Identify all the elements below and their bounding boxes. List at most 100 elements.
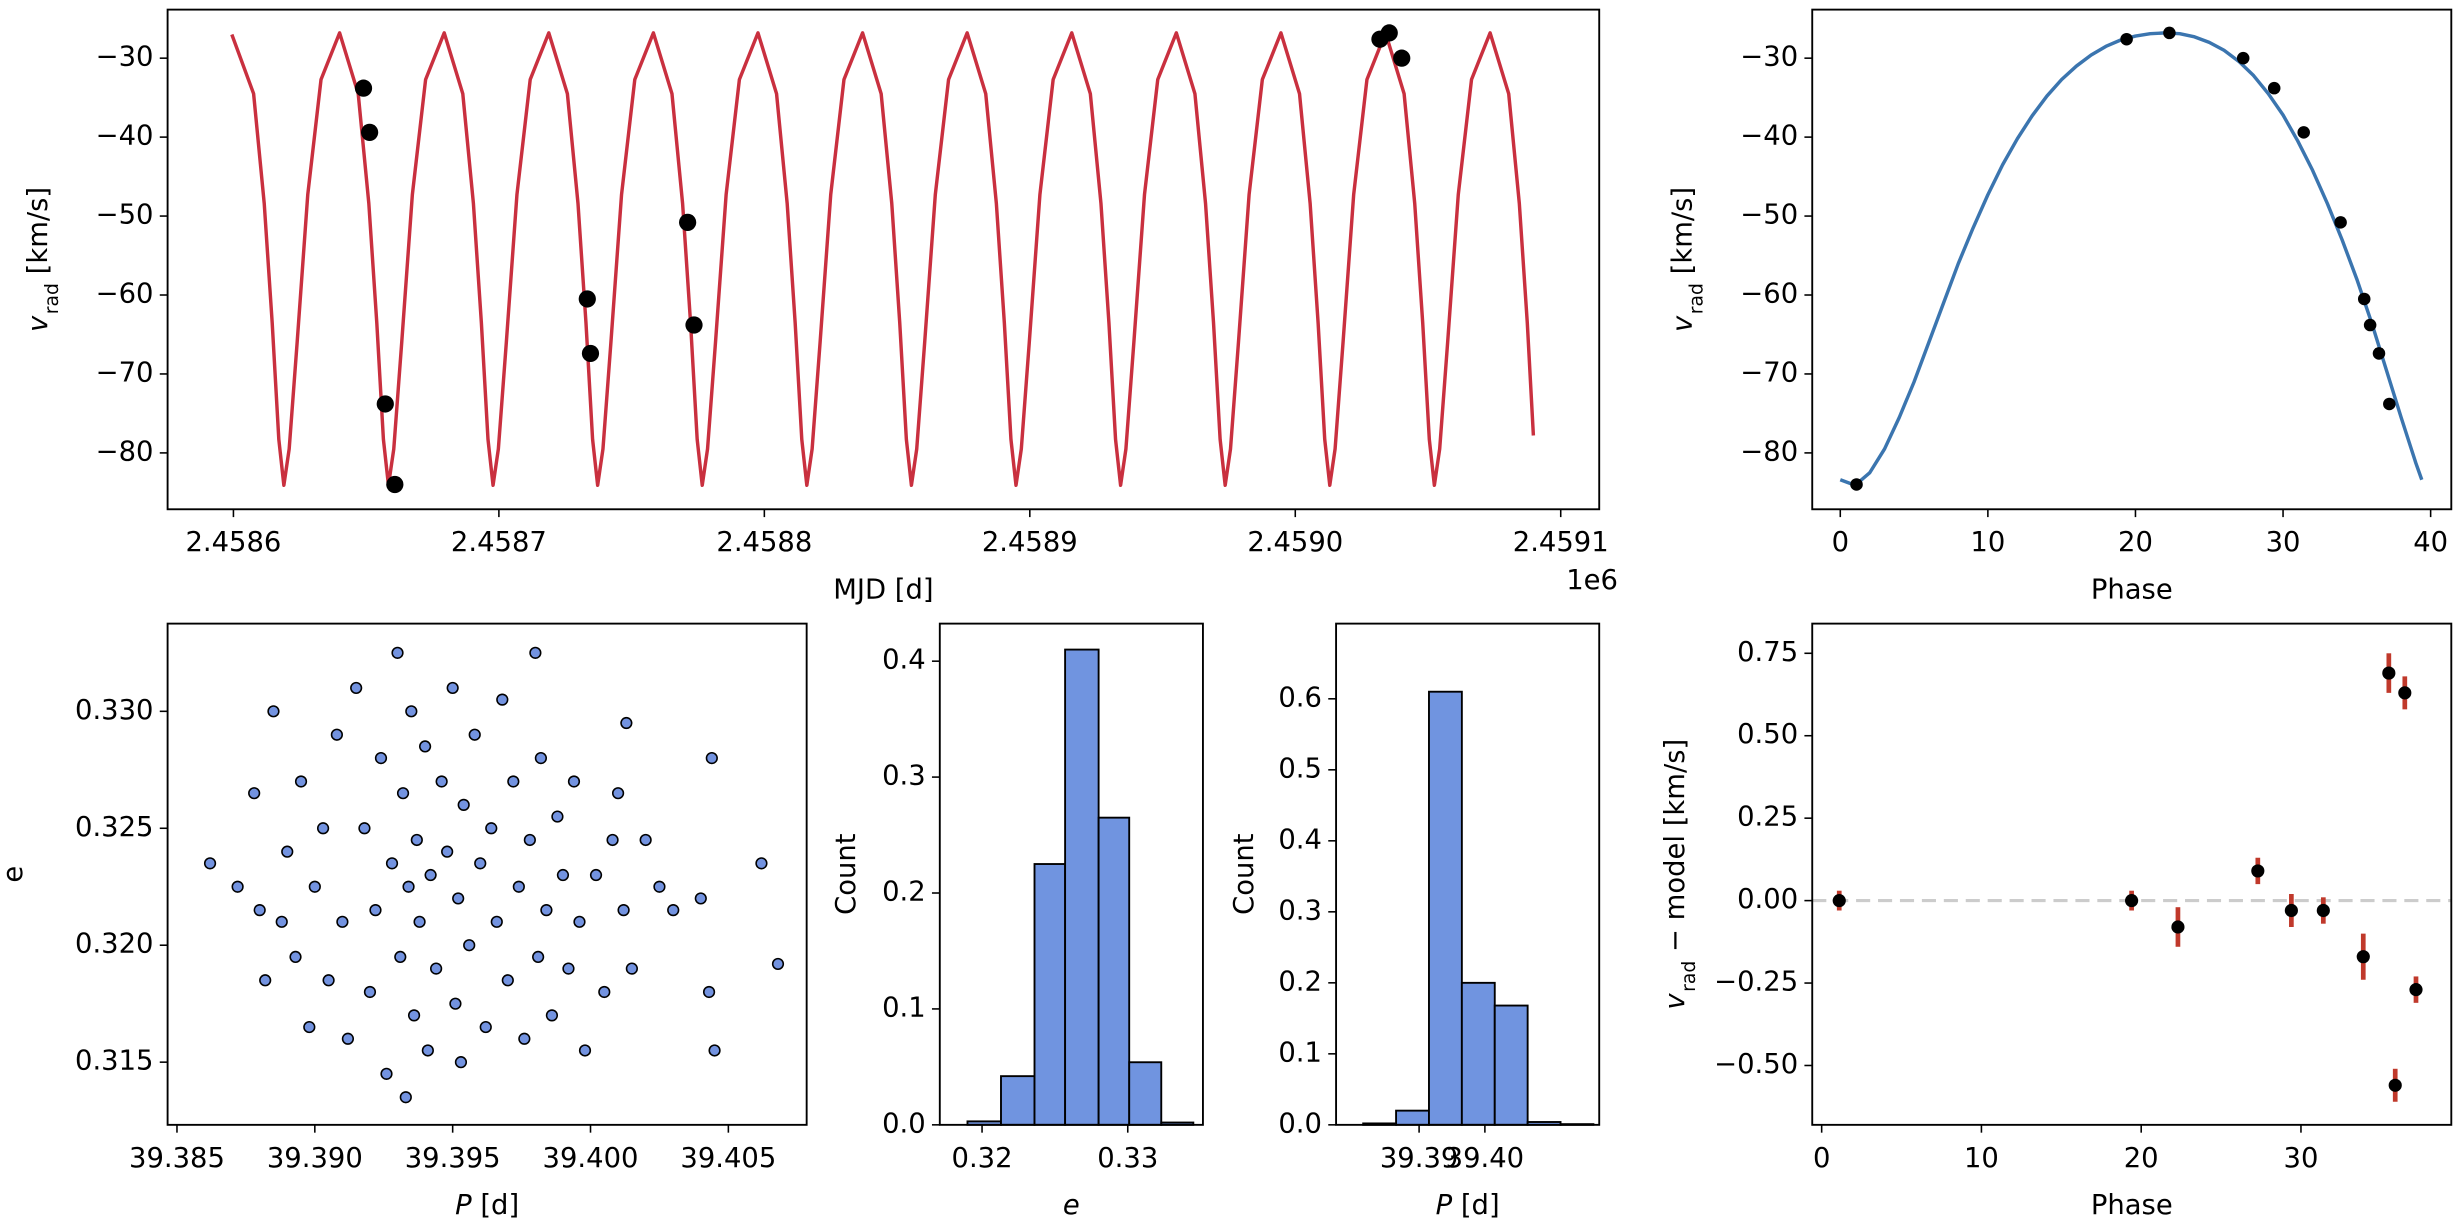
hist-bar	[1428, 690, 1463, 1126]
y-tick-label: 0.325	[75, 812, 153, 843]
data-point	[2297, 126, 2310, 139]
label-part: P	[1436, 1190, 1453, 1221]
sample-point	[708, 1044, 721, 1057]
sample-point	[248, 787, 261, 800]
sample-point	[611, 787, 625, 800]
data-point	[1393, 49, 1411, 67]
sample-point	[529, 646, 542, 659]
x-tick-label: 30	[2284, 1143, 2319, 1174]
data-point	[2383, 397, 2396, 411]
axes-frame	[1335, 622, 1601, 1126]
sample-point	[294, 775, 308, 788]
x-offset-label: 1e6	[1566, 565, 1618, 596]
data-point	[2267, 81, 2281, 95]
data-point	[2334, 216, 2347, 229]
hist-bar	[1128, 1061, 1163, 1126]
sample-point	[289, 950, 302, 964]
x-tick-label: 39.400	[543, 1143, 639, 1174]
x-tick-label: 20	[2118, 527, 2153, 558]
hist-bar	[1395, 1109, 1430, 1126]
y-tick-label: −40	[96, 121, 154, 152]
x-tick-label: 2.4587	[451, 527, 547, 558]
label-part: v	[1660, 993, 1691, 1010]
sample-point	[203, 857, 217, 870]
sample-point	[267, 705, 280, 718]
y-tick-label: 0.2	[882, 877, 926, 908]
sample-point	[281, 845, 294, 858]
x-tick-label: 0.32	[952, 1143, 1013, 1174]
sample-point	[421, 1044, 434, 1057]
y-tick-label: −80	[96, 436, 154, 467]
sample-point	[308, 880, 321, 893]
sample-point	[523, 833, 536, 847]
x-axis-label: MJD [d]	[833, 575, 933, 606]
y-tick-label: 0.330	[75, 695, 153, 726]
x-tick-label: 0	[1832, 527, 1849, 558]
data-point	[2120, 32, 2133, 46]
residual-point	[2251, 864, 2265, 878]
y-tick-label: −70	[1740, 357, 1798, 388]
y-tick-label: 0.0	[882, 1108, 926, 1139]
data-point	[1380, 24, 1398, 42]
axes-frame	[166, 8, 1601, 511]
sample-point	[418, 740, 432, 753]
sample-point	[556, 868, 570, 882]
sample-point	[369, 904, 382, 917]
sample-point	[350, 681, 363, 695]
hist-bar	[1493, 1004, 1529, 1126]
sample-point	[578, 1044, 592, 1057]
label-part: rad	[41, 283, 62, 314]
sample-point	[463, 939, 476, 952]
y-tick-label: 0.6	[1278, 682, 1322, 713]
y-axis-label: e	[0, 866, 29, 883]
y-axis-label: vrad − model [km/s]	[1660, 739, 1700, 1010]
x-tick-label: 2.4589	[982, 527, 1078, 558]
sample-point	[430, 962, 443, 975]
sample-point	[322, 974, 335, 987]
data-point	[2372, 347, 2386, 360]
sample-point	[545, 1009, 559, 1022]
panel: 0 10 20 30 40 −30 −40 −50 −60 −70 −80	[1740, 8, 2453, 558]
x-tick-label: 39.395	[405, 1143, 501, 1174]
axes-frame	[938, 622, 1204, 1126]
sample-point	[518, 1032, 531, 1045]
sample-point	[446, 681, 459, 695]
panel: 2.4586 2.4587 2.4588 2.4589 2.4590 2.4591 −30 −…	[96, 8, 1618, 596]
sample-point	[341, 1032, 355, 1045]
y-tick-label: 0.1	[882, 992, 926, 1023]
x-axis-label: e	[1063, 1190, 1080, 1221]
y-tick-label: −70	[96, 357, 154, 388]
sample-point	[620, 716, 633, 730]
x-tick-label: 0.33	[1097, 1143, 1158, 1174]
sample-point	[474, 857, 487, 870]
y-tick-label: 0.75	[1737, 637, 1798, 668]
x-tick-label: 2.4588	[716, 527, 812, 558]
sample-point	[253, 904, 266, 917]
x-axis-label: Phase	[2091, 1190, 2173, 1221]
sample-point	[755, 857, 768, 870]
data-point	[376, 395, 394, 413]
x-tick-label: 39.39	[1380, 1143, 1458, 1174]
sample-point	[501, 974, 514, 987]
y-tick-label: 0.1	[1278, 1037, 1322, 1068]
sample-point	[380, 1067, 393, 1080]
x-tick-label: 2.4586	[185, 527, 281, 558]
data-point	[581, 344, 600, 363]
sample-point	[441, 845, 454, 858]
x-tick-label: 20	[2124, 1143, 2159, 1174]
y-axis-label: Count	[1229, 833, 1260, 915]
label-part: [km/s]	[1668, 187, 1699, 283]
label-part: [d]	[1452, 1190, 1500, 1221]
y-tick-label: 0.5	[1278, 753, 1322, 784]
x-tick-label: 10	[1970, 527, 2005, 558]
y-tick-label: 0.3	[882, 761, 926, 792]
label-part: P	[455, 1190, 472, 1221]
x-tick-label: 40	[2413, 527, 2448, 558]
sample-point	[405, 705, 418, 718]
sample-point	[316, 822, 330, 835]
sample-point	[598, 985, 611, 999]
data-point	[1850, 478, 1863, 491]
panel: 0 10 20 30 −0.50 −0.25 0.00 0.25 0.50 0.75	[1714, 622, 2453, 1174]
sample-point	[399, 1091, 412, 1104]
